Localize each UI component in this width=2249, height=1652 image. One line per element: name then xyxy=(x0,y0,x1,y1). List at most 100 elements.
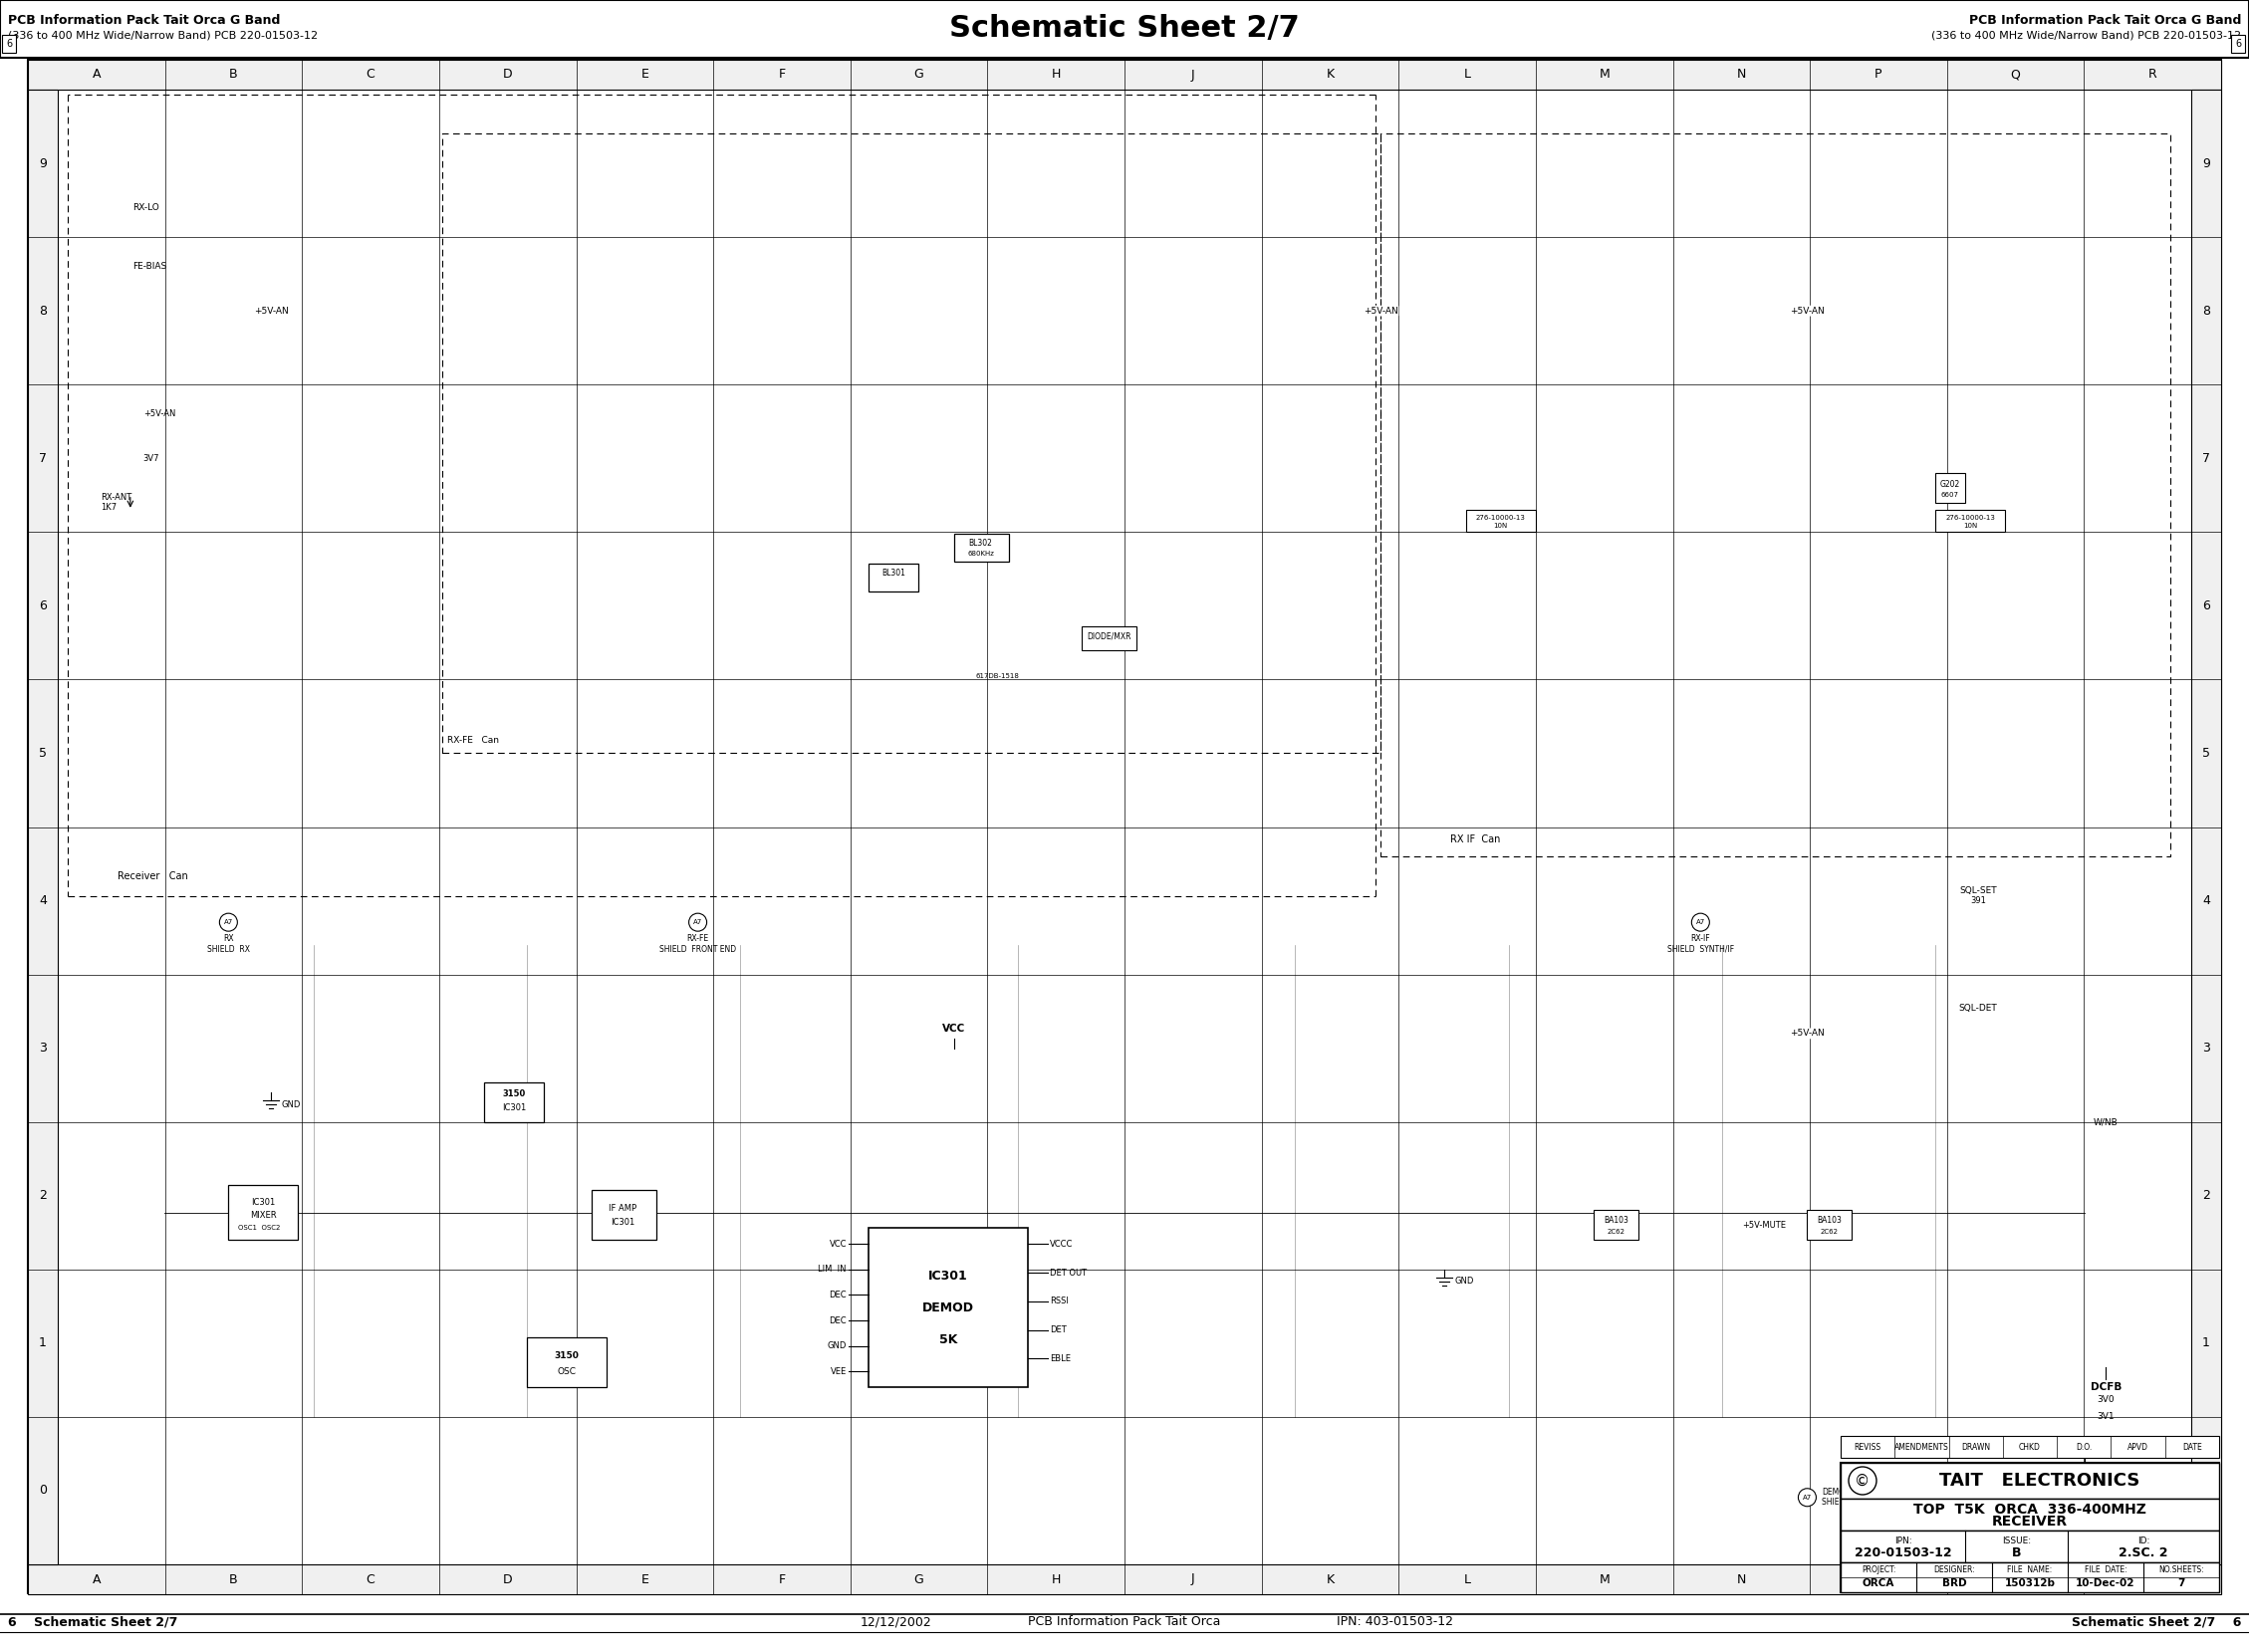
Text: 220-01503-12: 220-01503-12 xyxy=(1855,1546,1952,1559)
Text: LIM  IN: LIM IN xyxy=(819,1265,846,1274)
Text: GND: GND xyxy=(281,1100,301,1108)
Bar xyxy=(868,1227,1028,1388)
Text: 2: 2 xyxy=(2202,1189,2211,1203)
Text: PCB Information Pack Tait Orca: PCB Information Pack Tait Orca xyxy=(1028,1616,1221,1629)
Text: B: B xyxy=(2013,1546,2022,1559)
Text: G: G xyxy=(913,1573,924,1586)
Bar xyxy=(2231,35,2245,53)
Text: Q: Q xyxy=(2011,1573,2020,1586)
Text: E: E xyxy=(641,68,648,81)
Text: 4: 4 xyxy=(38,894,47,907)
Text: IC301: IC301 xyxy=(252,1198,274,1206)
Text: 5: 5 xyxy=(2202,747,2211,760)
Bar xyxy=(1840,1530,2220,1563)
Text: RX-LO: RX-LO xyxy=(133,203,160,211)
Text: G202: G202 xyxy=(1941,481,1961,489)
Text: FILE  DATE:: FILE DATE: xyxy=(2085,1566,2128,1574)
Text: OSC: OSC xyxy=(558,1366,576,1376)
Bar xyxy=(1595,1209,1640,1241)
Text: 276-10000-13: 276-10000-13 xyxy=(1945,515,1995,520)
Text: PCB Information Pack Tait Orca G Band: PCB Information Pack Tait Orca G Band xyxy=(1968,13,2240,26)
Text: 680KHz: 680KHz xyxy=(967,550,994,557)
Text: EBLE: EBLE xyxy=(1050,1355,1071,1363)
Text: DEC: DEC xyxy=(830,1290,846,1300)
Text: L: L xyxy=(1464,1573,1471,1586)
Text: ISSUE:: ISSUE: xyxy=(2002,1536,2031,1546)
Text: 617DB-1518: 617DB-1518 xyxy=(976,674,1019,679)
Text: 3150: 3150 xyxy=(504,1090,526,1099)
Text: N: N xyxy=(1736,68,1745,81)
Text: M: M xyxy=(1599,1573,1610,1586)
Text: 6    Schematic Sheet 2/7: 6 Schematic Sheet 2/7 xyxy=(9,1616,178,1629)
Text: +5V-MUTE: +5V-MUTE xyxy=(1743,1221,1786,1229)
Text: A7: A7 xyxy=(225,919,234,925)
Bar xyxy=(1082,626,1136,649)
Text: H: H xyxy=(1050,1573,1062,1586)
Text: 3: 3 xyxy=(38,1042,47,1054)
Text: SQL-DET: SQL-DET xyxy=(1959,1004,1997,1013)
Text: IPN: 403-01503-12: IPN: 403-01503-12 xyxy=(1336,1616,1453,1629)
Bar xyxy=(0,0,2249,58)
Text: 3: 3 xyxy=(2202,1042,2211,1054)
Text: IF AMP: IF AMP xyxy=(609,1204,636,1213)
Bar xyxy=(0,1594,2249,1652)
Text: 12/12/2002: 12/12/2002 xyxy=(861,1616,931,1629)
Text: A7: A7 xyxy=(1696,919,1705,925)
Text: R: R xyxy=(2148,68,2157,81)
Text: 6: 6 xyxy=(2202,600,2211,613)
Text: A: A xyxy=(92,1573,101,1586)
Text: K: K xyxy=(1327,68,1334,81)
Text: BA103: BA103 xyxy=(1604,1216,1628,1224)
Text: 7: 7 xyxy=(2177,1578,2186,1588)
Circle shape xyxy=(688,914,706,932)
Text: +5V-AN: +5V-AN xyxy=(144,410,175,418)
Bar xyxy=(1934,510,2004,532)
Text: RSSI: RSSI xyxy=(2107,1442,2128,1450)
Bar xyxy=(591,1189,657,1241)
Bar xyxy=(1840,1563,2220,1593)
Bar xyxy=(1840,1462,2220,1593)
Text: DATE: DATE xyxy=(2182,1442,2202,1452)
Text: 3V1: 3V1 xyxy=(2107,1479,2125,1488)
Text: 6: 6 xyxy=(2236,40,2240,50)
Text: 6: 6 xyxy=(38,600,47,613)
Text: 10N: 10N xyxy=(1963,524,1977,529)
Bar xyxy=(27,59,2222,89)
Text: BL302: BL302 xyxy=(969,539,992,548)
Text: RX-FE   Can: RX-FE Can xyxy=(448,737,499,745)
Text: APVD: APVD xyxy=(2128,1442,2148,1452)
Bar xyxy=(2,35,16,53)
Text: VCC: VCC xyxy=(830,1239,846,1249)
Text: 7: 7 xyxy=(38,453,47,464)
Text: J: J xyxy=(1192,1573,1194,1586)
Text: SQL-SET: SQL-SET xyxy=(1959,885,1997,895)
Text: (336 to 400 MHz Wide/Narrow Band) PCB 220-01503-12: (336 to 400 MHz Wide/Narrow Band) PCB 22… xyxy=(1932,30,2240,40)
Text: +5V-AN: +5V-AN xyxy=(254,306,288,316)
Text: 10N: 10N xyxy=(1493,524,1507,529)
Text: TOP  T5K  ORCA  336-400MHZ: TOP T5K ORCA 336-400MHZ xyxy=(1914,1503,2146,1517)
Text: Schematic Sheet 2/7    6: Schematic Sheet 2/7 6 xyxy=(2071,1616,2240,1629)
Bar xyxy=(2191,89,2222,1564)
Bar xyxy=(484,1082,544,1122)
Text: 0: 0 xyxy=(38,1483,47,1497)
Text: VCCC: VCCC xyxy=(1050,1239,1073,1249)
Bar xyxy=(27,89,58,1564)
Text: 276-10000-13: 276-10000-13 xyxy=(1475,515,1525,520)
Text: F: F xyxy=(778,68,785,81)
Text: R: R xyxy=(2148,1573,2157,1586)
Text: M: M xyxy=(1599,68,1610,81)
Text: 0: 0 xyxy=(2202,1483,2211,1497)
Text: B: B xyxy=(229,68,238,81)
Text: W/NB: W/NB xyxy=(2094,1117,2119,1127)
Text: A7: A7 xyxy=(1804,1495,1813,1500)
Text: AMENDMENTS: AMENDMENTS xyxy=(1894,1442,1950,1452)
Text: OSC1  OSC2: OSC1 OSC2 xyxy=(238,1226,281,1231)
Text: J: J xyxy=(1192,68,1194,81)
Text: P: P xyxy=(1876,1573,1882,1586)
Text: DCFB: DCFB xyxy=(2089,1383,2121,1393)
Text: RSSI: RSSI xyxy=(1050,1297,1068,1305)
Text: DET OUT: DET OUT xyxy=(1050,1269,1086,1277)
Text: NO.SHEETS:: NO.SHEETS: xyxy=(2159,1566,2204,1574)
Bar xyxy=(1934,472,1966,502)
Text: FE-BIAS: FE-BIAS xyxy=(133,263,166,271)
